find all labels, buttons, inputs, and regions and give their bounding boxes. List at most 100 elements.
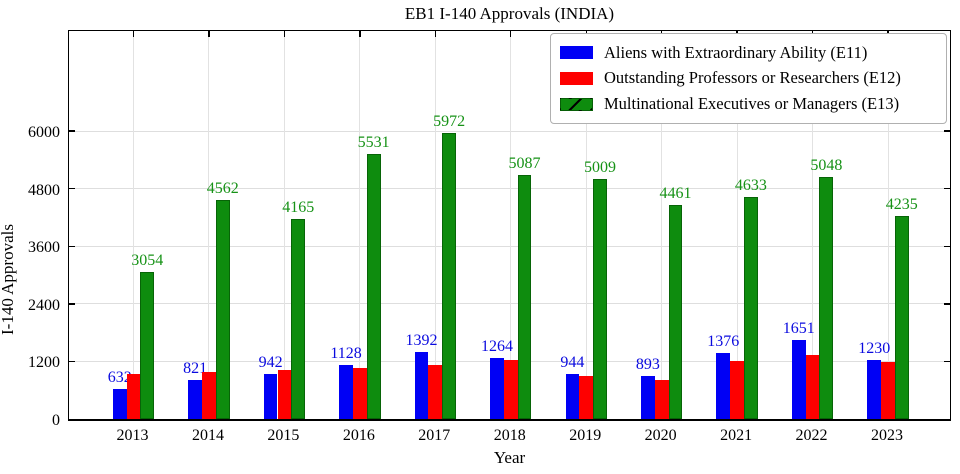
y-tick-mark-right [944,303,950,305]
gridline-horizontal [69,245,950,247]
y-tick-label: 1200 [28,354,60,372]
bar-value-label: 4633 [734,176,767,194]
bar-value-label: 4461 [659,184,692,202]
legend-swatch [560,97,593,111]
bar-value-label: 3054 [131,252,164,270]
bar-e11-2019 [565,373,580,419]
bar-value-label: 632 [107,368,132,386]
bar-e13-2022 [819,176,834,419]
bar-e13-2016 [366,153,381,419]
bar-value-label: 5009 [584,158,616,176]
bar-e12-2015 [277,370,292,419]
bar-e13-2023 [894,215,909,419]
legend-item: Multinational Executives or Managers (E1… [560,91,936,117]
legend-label: Outstanding Professors or Researchers (E… [604,68,901,88]
bar-e11-2018 [490,358,504,419]
bar-value-label: 942 [258,353,283,371]
x-tick-mark-top [510,31,512,37]
gridline-vertical [208,31,210,419]
x-tick-mark-top [359,31,361,37]
bar-value-label: 944 [560,353,585,371]
y-tick-label: 2400 [28,296,60,314]
bar-value-label: 821 [183,359,208,377]
bar-e11-2022 [791,339,806,419]
gridline-vertical [887,31,889,419]
bar-e11-2020 [640,376,655,419]
gridline-vertical [812,31,814,419]
y-tick-mark-right [944,188,950,190]
legend-swatch [560,71,593,85]
x-tick-mark-top [283,31,286,37]
bar-value-label: 1264 [480,338,513,356]
bar-e12-2016 [352,368,367,419]
x-tick-label: 2023 [871,427,903,444]
bar-value-label: 893 [635,356,660,374]
x-tick-label: 2014 [191,427,224,444]
x-tick-mark-top [132,31,135,37]
x-tick-label: 2016 [342,427,375,444]
x-tick-mark-top [434,31,436,37]
chart-title: EB1 I-140 Approvals (INDIA) [404,4,615,23]
x-tick-label: 2020 [644,427,677,444]
bar-value-label: 5531 [357,133,390,151]
x-axis-label: Year [493,448,526,467]
gridline-horizontal [69,130,950,132]
bar-e11-2013 [112,388,127,419]
bar-e13-2018 [517,174,532,419]
gridline-vertical [434,31,436,419]
bar-e11-2014 [188,379,203,419]
bar-e12-2014 [202,371,216,419]
x-tick-mark-top [208,31,210,37]
y-tick-mark-left [69,245,75,247]
legend-item: Aliens with Extraordinary Ability (E11) [560,40,936,66]
y-tick-mark-right [944,245,950,247]
gridline-vertical [510,31,512,419]
y-tick-label: 0 [52,412,60,429]
bar-e11-2021 [716,353,731,419]
bar-value-label: 1128 [330,344,362,362]
bar-e11-2015 [263,373,278,419]
gridline-horizontal [69,303,950,305]
bar-e13-2015 [291,219,306,419]
bar-e13-2021 [744,196,758,419]
x-tick-label: 2013 [116,427,149,444]
legend-item: Outstanding Professors or Researchers (E… [560,66,936,92]
bar-e13-2020 [668,204,683,419]
bar-value-label: 4235 [885,195,918,213]
gridline-vertical [133,31,134,419]
bar-value-label: 1651 [782,319,815,337]
y-tick-label: 3600 [28,239,60,257]
gridline-vertical [736,31,738,419]
legend-swatch [560,46,593,60]
bar-value-label: 1376 [707,333,740,350]
bar-value-label: 5048 [810,156,843,174]
bar-e12-2022 [805,355,820,419]
bar-e12-2018 [503,360,518,419]
bar-value-label: 4562 [206,180,239,198]
y-tick-mark-right [944,130,950,132]
gridline-vertical [359,31,361,419]
y-tick-label: 6000 [28,124,60,142]
bar-value-label: 5972 [433,112,466,130]
y-tick-mark-left [69,188,75,190]
bar-e11-2023 [867,360,882,419]
gridline-vertical [283,31,285,419]
x-tick-label: 2015 [267,427,300,444]
y-tick-mark-right [944,360,950,363]
bar-e12-2013 [126,373,141,419]
bar-e11-2017 [414,352,429,419]
legend-label: Multinational Executives or Managers (E1… [604,93,900,113]
gridline-vertical [585,31,587,419]
y-tick-mark-left [69,360,75,363]
x-tick-label: 2017 [418,427,451,444]
bar-e13-2013 [140,272,155,419]
bar-value-label: 1230 [858,340,891,357]
legend-label: Aliens with Extraordinary Ability (E11) [604,42,868,62]
x-tick-label: 2021 [720,427,753,444]
bar-e13-2019 [593,178,607,419]
x-tick-label: 2019 [569,427,602,444]
y-tick-mark-left [69,303,75,305]
bar-value-label: 5087 [508,154,541,172]
y-tick-mark-left [69,130,75,132]
